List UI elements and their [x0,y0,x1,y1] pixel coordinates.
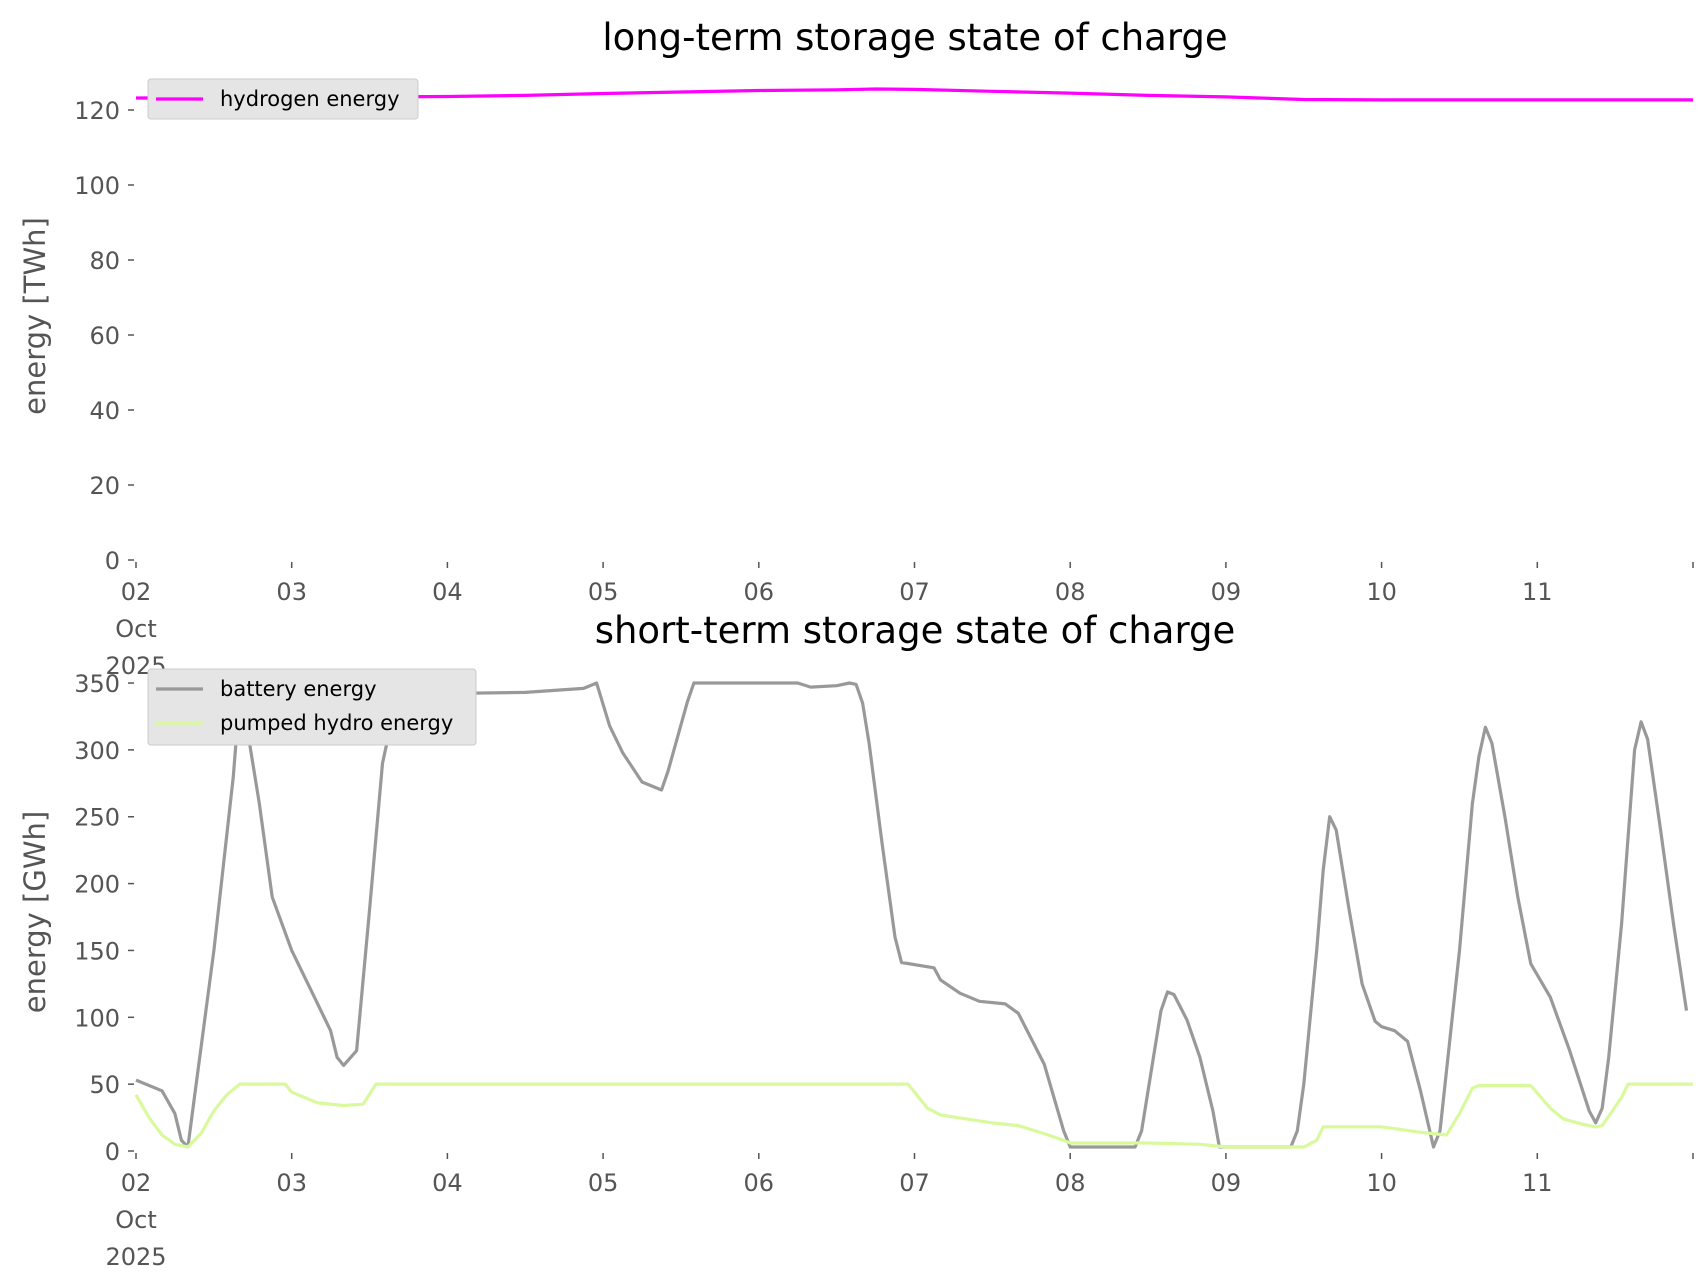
y-tick-label: 0 [105,547,120,575]
y-tick-label: 250 [74,804,120,832]
y-tick-label: 80 [89,247,120,275]
chart-title: short-term storage state of charge [595,609,1236,652]
x-tick-label: 09 [1211,578,1242,606]
y-tick-label: 20 [89,472,120,500]
x-axis: 02 Oct 2025 03 04 05 06 07 08 09 10 11 [105,562,1694,680]
legend-label: hydrogen energy [220,87,400,111]
x-tick-label: 08 [1055,1169,1086,1197]
y-tick-label: 300 [74,737,120,765]
y-tick-label: 60 [89,322,120,350]
x-tick-label: 11 [1522,1169,1553,1197]
legend: battery energy pumped hydro energy [147,668,477,746]
short-term-storage-chart: short-term storage state of charge energ… [18,609,1694,1271]
x-tick-label: 04 [432,578,463,606]
x-tick-label: 05 [588,578,619,606]
legend-box [147,668,477,746]
x-tick-label: 06 [744,578,775,606]
x-tick-label: 03 [276,1169,307,1197]
x-tick-label: 07 [899,1169,930,1197]
series-group [135,87,1693,102]
y-tick-label: 350 [74,670,120,698]
long-term-storage-chart: long-term storage state of charge energy… [18,16,1694,680]
series-line-1 [134,1082,1693,1149]
y-axis-label: energy [TWh] [18,217,52,415]
series-group [134,681,1693,1149]
y-axis-label: energy [GWh] [18,811,52,1013]
x-tick-label: 11 [1522,578,1553,606]
series-line-0 [135,87,1693,102]
series-line-0 [135,681,1689,1149]
legend-box [147,78,419,120]
legend-label: battery energy [220,677,377,701]
y-tick-label: 0 [105,1138,120,1166]
x-tick-label: 10 [1366,578,1397,606]
x-tick-label: 02 Oct 2025 [105,578,166,680]
y-tick-label: 120 [74,97,120,125]
legend-label: pumped hydro energy [220,711,453,735]
y-tick-label: 40 [89,397,120,425]
y-tick-label: 100 [74,1004,120,1032]
chart-title: long-term storage state of charge [602,16,1227,59]
x-tick-label: 09 [1211,1169,1242,1197]
y-tick-label: 50 [89,1071,120,1099]
legend: hydrogen energy [147,78,419,120]
x-tick-label: 06 [744,1169,775,1197]
x-tick-label: 08 [1055,578,1086,606]
x-tick-label: 04 [432,1169,463,1197]
y-tick-label: 100 [74,172,120,200]
x-axis: 02 Oct 2025 03 04 05 06 07 08 09 10 11 [105,1153,1694,1271]
x-tick-label: 10 [1366,1169,1397,1197]
x-tick-label: 03 [276,578,307,606]
y-tick-label: 200 [74,871,120,899]
x-tick-label: 02 Oct 2025 [105,1169,166,1271]
y-axis: 0 50 100 150 200 250 300 350 [74,670,134,1166]
x-tick-label: 07 [899,578,930,606]
y-tick-label: 150 [74,937,120,965]
y-axis: 0 20 40 60 80 100 120 [74,97,134,575]
x-tick-label: 05 [588,1169,619,1197]
